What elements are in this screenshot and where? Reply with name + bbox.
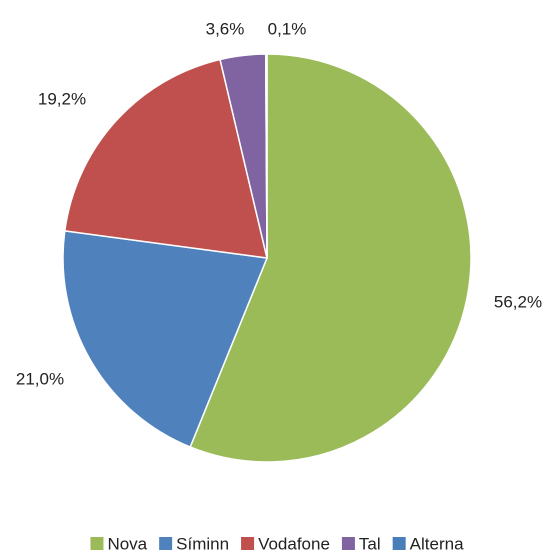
legend-label: Tal	[359, 534, 381, 553]
data-label: 3,6%	[206, 19, 245, 38]
legend-swatch	[341, 537, 355, 550]
data-label: 21,0%	[16, 369, 64, 388]
legend-label: Síminn	[176, 534, 229, 553]
data-label: 19,2%	[38, 89, 86, 108]
pie-slice	[63, 58, 268, 259]
pie-slice	[62, 230, 269, 448]
pie-slice	[264, 53, 268, 259]
data-label: 0,1%	[268, 19, 307, 38]
legend-swatch	[392, 537, 406, 550]
legend-swatch	[90, 537, 104, 550]
pie-slice	[189, 53, 472, 463]
legend-label: Vodafone	[258, 534, 330, 553]
legend-label: Alterna	[410, 534, 464, 553]
legend-swatch	[241, 537, 255, 550]
legend-swatch	[159, 537, 173, 550]
data-label: 56,2%	[494, 292, 542, 311]
legend-label: Nova	[107, 534, 147, 553]
